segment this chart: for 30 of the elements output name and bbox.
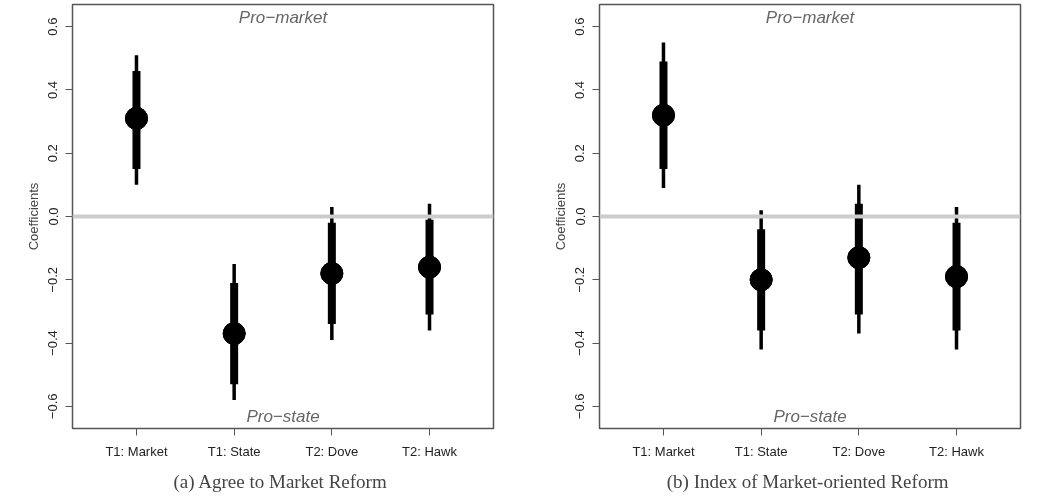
y-axis-title: Coefficients bbox=[552, 182, 568, 251]
x-tick-label: T1: State bbox=[207, 443, 261, 459]
y-tick-label: −0.6 bbox=[45, 393, 61, 420]
y-axis-title: Coefficients bbox=[25, 182, 41, 251]
y-tick-label: −0.2 bbox=[572, 266, 588, 293]
annotation: Pro−market bbox=[765, 7, 856, 27]
y-tick-label: −0.4 bbox=[45, 330, 61, 356]
y-tick-label: 0.6 bbox=[45, 17, 61, 36]
x-tick-label: T1: Market bbox=[632, 443, 695, 459]
x-tick-label: T2: Dove bbox=[305, 443, 359, 459]
y-tick-label: 0.2 bbox=[45, 144, 61, 163]
y-tick-label: −0.2 bbox=[45, 266, 61, 293]
x-tick-label: T2: Hawk bbox=[929, 443, 985, 459]
y-tick-label: −0.6 bbox=[572, 393, 588, 420]
annotation: Pro−market bbox=[238, 7, 329, 27]
y-tick-label: 0.2 bbox=[572, 144, 588, 163]
y-tick-label: 0.0 bbox=[572, 207, 588, 226]
annotation: Pro−state bbox=[246, 406, 320, 426]
y-tick-label: 0.6 bbox=[572, 17, 588, 36]
x-tick-label: T1: Market bbox=[105, 443, 168, 459]
text: (a) Agree to Market Reform bbox=[173, 470, 387, 493]
text: (b) Index of Market-oriented Reform bbox=[666, 470, 949, 493]
x-tick-label: T2: Hawk bbox=[402, 443, 458, 459]
x-tick-label: T2: Dove bbox=[832, 443, 886, 459]
y-tick-label: 0.4 bbox=[572, 80, 588, 99]
y-tick-label: −0.4 bbox=[572, 330, 588, 356]
annotation: Pro−state bbox=[773, 406, 847, 426]
y-tick-label: 0.4 bbox=[45, 80, 61, 99]
x-tick-label: T1: State bbox=[734, 443, 788, 459]
y-tick-label: 0.0 bbox=[45, 207, 61, 226]
